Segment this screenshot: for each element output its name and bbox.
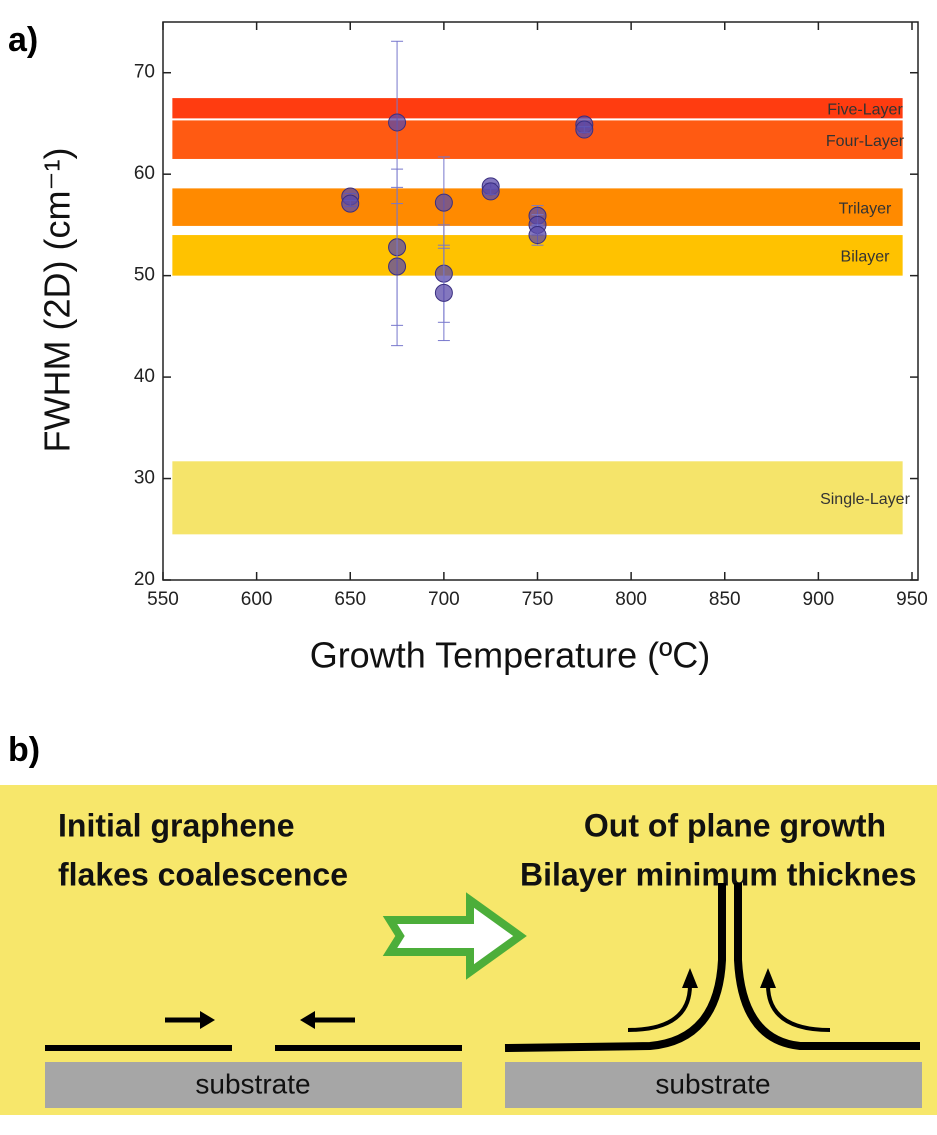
data-point xyxy=(388,113,407,132)
substrate-label: substrate xyxy=(195,1068,310,1099)
x-tick-label: 850 xyxy=(709,589,741,610)
x-tick-label: 800 xyxy=(615,589,647,610)
band-label: Bilayer xyxy=(841,249,891,266)
panel-label: b) xyxy=(8,731,40,769)
data-point xyxy=(528,226,547,245)
band-label: Trilayer xyxy=(839,200,892,217)
layer-band xyxy=(172,98,903,119)
x-tick-label: 950 xyxy=(896,589,928,610)
arrow-head xyxy=(200,1011,215,1029)
y-tick-label: 30 xyxy=(134,468,155,489)
y-tick-label: 50 xyxy=(134,265,155,286)
x-axis-label: Growth Temperature (ºC) xyxy=(310,635,711,676)
data-point xyxy=(575,120,594,139)
arrow xyxy=(627,984,692,1032)
caption: Out of plane growth xyxy=(584,807,886,843)
band-label: Single-Layer xyxy=(820,491,911,508)
arrow-head xyxy=(682,968,698,988)
x-tick-label: 700 xyxy=(428,589,460,610)
data-point xyxy=(341,194,360,213)
x-tick-label: 600 xyxy=(241,589,273,610)
caption: flakes coalescence xyxy=(58,856,348,892)
data-point xyxy=(434,283,453,302)
band-label: Five-Layer xyxy=(827,101,903,118)
data-point xyxy=(388,257,407,276)
y-tick-label: 40 xyxy=(134,366,155,387)
layer-band xyxy=(172,120,903,159)
x-tick-label: 550 xyxy=(147,589,179,610)
y-tick-label: 60 xyxy=(134,163,155,184)
arrow xyxy=(766,984,831,1032)
data-point xyxy=(434,193,453,212)
plot-frame xyxy=(162,21,919,581)
x-tick-label: 900 xyxy=(803,589,835,610)
arrow-head xyxy=(300,1011,315,1029)
y-axis-label: FWHM (2D) (cm⁻¹) xyxy=(37,148,78,453)
caption: Initial graphene xyxy=(58,807,294,843)
growth-layer xyxy=(734,883,920,1050)
substrate-label: substrate xyxy=(655,1068,770,1099)
transition-arrow xyxy=(382,892,527,980)
data-point xyxy=(481,182,500,201)
y-tick-label: 20 xyxy=(134,569,155,590)
substrate xyxy=(45,1062,462,1108)
x-tick-label: 650 xyxy=(334,589,366,610)
arrow-head xyxy=(760,968,776,988)
panel-label: a) xyxy=(8,21,38,59)
substrate xyxy=(505,1062,922,1108)
band-label: Four-Layer xyxy=(826,133,905,150)
growth-layer xyxy=(504,883,726,1052)
y-tick-label: 70 xyxy=(134,62,155,83)
x-tick-label: 750 xyxy=(522,589,554,610)
layer-band xyxy=(172,461,903,535)
